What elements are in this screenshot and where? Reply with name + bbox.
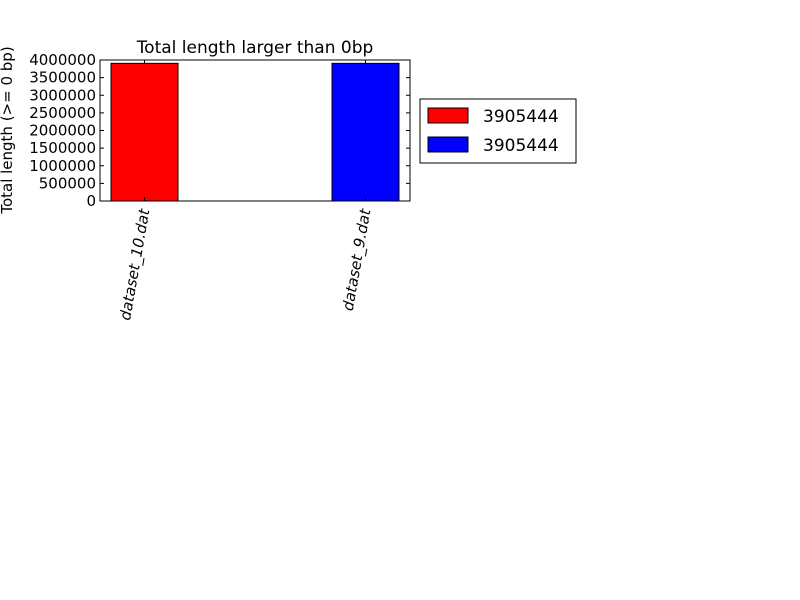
y-tick-label: 0 bbox=[86, 192, 96, 210]
y-axis-label: Total length (>= 0 bp) bbox=[0, 46, 16, 214]
y-tick-label: 2500000 bbox=[29, 104, 96, 122]
bar-dataset-10-dat bbox=[110, 62, 179, 202]
legend-swatch bbox=[427, 107, 469, 124]
x-tick-label: dataset_9.dat bbox=[339, 206, 376, 312]
bar-dataset-9-dat bbox=[331, 62, 400, 202]
legend-label: 3905444 bbox=[483, 107, 559, 127]
y-tick-label: 1000000 bbox=[29, 157, 96, 175]
plot-frame bbox=[99, 59, 411, 202]
y-tick-label: 500000 bbox=[39, 174, 96, 192]
x-tick-label: dataset_10.dat bbox=[116, 206, 154, 321]
y-tick-label: 3500000 bbox=[29, 69, 96, 87]
y-tick-label: 1500000 bbox=[29, 139, 96, 157]
chart-title: Total length larger than 0bp bbox=[136, 38, 374, 58]
bars bbox=[110, 62, 400, 202]
legend-swatch bbox=[427, 136, 469, 153]
legend-label: 3905444 bbox=[483, 136, 559, 156]
y-tick-label: 2000000 bbox=[29, 122, 96, 140]
y-tick-label: 3000000 bbox=[29, 86, 96, 104]
legend: 3905444 3905444 bbox=[419, 98, 577, 164]
y-tick-label: 4000000 bbox=[29, 51, 96, 69]
y-axis-ticks: 0500000100000015000002000000250000030000… bbox=[29, 51, 410, 210]
